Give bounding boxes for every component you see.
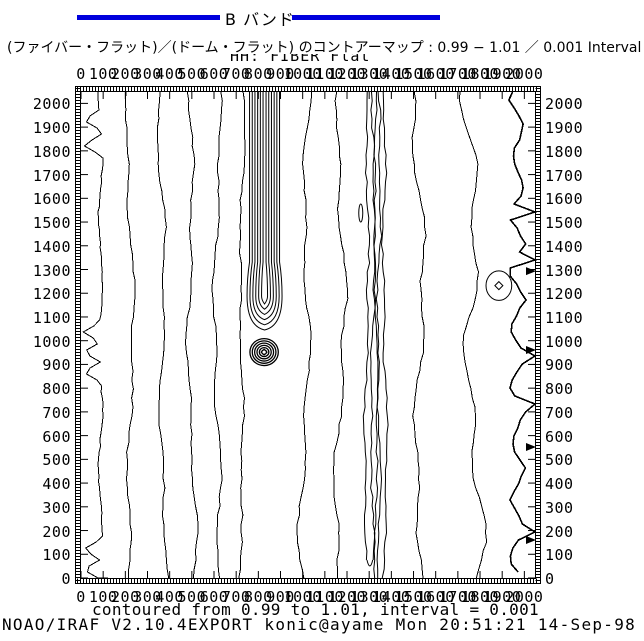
y-axis-labels-right-item: 1800 (545, 142, 584, 161)
x-axis-labels-top-item: 400 (155, 65, 184, 83)
y-axis-labels-left-item: 200 (42, 522, 71, 541)
x-axis-labels-top-item: 2000 (505, 65, 544, 83)
y-axis-labels-left-item: 1400 (32, 237, 71, 256)
y-axis-labels-right: 0 100 200 300 400 500 600 700 800 900 1000 1100 1200… (545, 0, 615, 641)
y-axis-labels-left-item: 400 (42, 475, 71, 494)
page-title: B バンド (225, 10, 295, 29)
x-axis-labels-top-item: 1500 (394, 65, 433, 83)
y-axis-labels-left-item: 100 (42, 546, 71, 565)
x-axis-labels-bottom-item: 100 (88, 588, 118, 606)
x-axis-labels-top-item: 600 (199, 65, 229, 83)
y-axis-labels-left-item: 1900 (32, 119, 71, 138)
y-axis-labels-right-item: 1900 (545, 119, 584, 138)
y-axis-labels-right-item: 0 (545, 570, 555, 588)
y-axis-labels-left-item: 300 (42, 498, 71, 517)
x-axis-labels-bottom-item: 2000 (505, 588, 544, 606)
y-axis-labels-right-item: 900 (545, 356, 574, 375)
y-axis-labels-left-item: 1800 (32, 142, 71, 161)
x-axis-labels-bottom-item: 800 (244, 588, 273, 606)
y-axis-labels-right-item: 1400 (545, 237, 584, 256)
y-axis-labels-right-item: 2000 (545, 95, 584, 114)
x-axis-labels-top-item: 1100 (305, 65, 344, 83)
y-axis-labels-right-item: 1200 (545, 285, 584, 304)
x-axis-labels-top: 0 100 200 300 400 500 600 700 800 900 1000 1100 1200… (0, 65, 644, 83)
x-axis-labels-top-item: 800 (244, 65, 273, 83)
y-axis-labels-left-item: 1000 (32, 332, 71, 351)
x-axis-labels-top-item: 100 (88, 65, 118, 83)
y-axis-labels-left: 0 100 200 300 400 500 600 700 800 900 1000 1100 1200… (0, 0, 71, 641)
x-axis-labels-bottom-item: 1300 (350, 588, 389, 606)
y-axis-labels-left-item: 900 (42, 356, 71, 375)
x-axis-labels-bottom-item: 1500 (394, 588, 433, 606)
y-axis-labels-right-item: 1700 (545, 166, 584, 185)
y-axis-labels-right-item: 400 (545, 475, 574, 494)
y-axis-labels-right-item: 1000 (545, 332, 584, 351)
x-axis-labels-bottom-item: 1200 (327, 588, 367, 606)
x-axis-labels-bottom-item: 500 (177, 588, 207, 606)
y-axis-labels-left-item: 600 (42, 427, 71, 446)
x-axis-labels-top-item: 200 (111, 65, 140, 83)
x-axis-labels-top-item: 700 (221, 65, 251, 83)
y-axis-labels-left-item: 1300 (32, 261, 71, 280)
x-axis-labels-bottom-item: 1000 (283, 588, 322, 606)
image-title-clipped: HH: FIBER Flat (230, 54, 410, 66)
x-axis-labels-bottom-item: 1900 (483, 588, 522, 606)
x-axis-labels-top-item: 1600 (416, 65, 455, 83)
x-axis-labels-top-item: 500 (177, 65, 207, 83)
x-axis-labels-bottom-item: 700 (221, 588, 251, 606)
y-axis-labels-right-item: 1600 (545, 190, 584, 209)
x-axis-labels-top-item: 0 (76, 65, 86, 83)
x-axis-labels-bottom-item: 200 (111, 588, 140, 606)
x-axis-labels-bottom-item: 1700 (438, 588, 477, 606)
x-axis-labels-bottom-item: 900 (266, 588, 295, 606)
x-axis-labels-top-item: 1400 (372, 65, 411, 83)
y-axis-labels-left-item: 1700 (32, 166, 71, 185)
x-axis-labels-top-item: 1000 (283, 65, 322, 83)
image-title-text: HH: FIBER Flat (230, 54, 371, 65)
x-axis-labels-bottom-item: 1100 (305, 588, 344, 606)
y-axis-labels-right-item: 700 (545, 403, 574, 422)
x-axis-labels-bottom-item: 1600 (416, 588, 455, 606)
x-axis-labels-top-item: 300 (133, 65, 162, 83)
x-axis-labels-bottom-item: 400 (155, 588, 184, 606)
x-axis-labels-bottom-item: 600 (199, 588, 229, 606)
y-axis-labels-left-item: 1600 (32, 190, 71, 209)
x-axis-labels-bottom-item: 300 (133, 588, 162, 606)
x-axis-labels-bottom: 0 100 200 300 400 500 600 700 800 900 1000 1100 1200… (0, 588, 644, 606)
y-axis-labels-right-item: 1300 (545, 261, 584, 280)
x-axis-labels-top-item: 1900 (483, 65, 522, 83)
y-axis-labels-left-item: 500 (42, 451, 71, 470)
y-axis-labels-left-item: 800 (42, 380, 71, 399)
y-axis-labels-left-item: 1500 (32, 214, 71, 233)
y-axis-labels-left-item: 1200 (32, 285, 71, 304)
y-axis-labels-left-item: 2000 (32, 95, 71, 114)
y-axis-labels-right-item: 1500 (545, 214, 584, 233)
x-axis-labels-top-item: 900 (266, 65, 295, 83)
x-axis-labels-top-item: 1200 (327, 65, 367, 83)
y-axis-labels-right-item: 800 (545, 380, 574, 399)
y-axis-labels-left-item: 700 (42, 403, 71, 422)
y-axis-labels-right-item: 100 (545, 546, 574, 565)
title-rule-right (292, 15, 440, 20)
x-axis-labels-bottom-item: 0 (76, 588, 86, 606)
x-axis-labels-top-item: 1700 (438, 65, 477, 83)
y-axis-labels-right-item: 600 (545, 427, 574, 446)
x-axis-labels-top-item: 1300 (350, 65, 389, 83)
subtitle: (ファイバー・フラット)／(ドーム・フラット) のコントアーマップ : 0.99… (7, 40, 642, 56)
x-axis-labels-bottom-item: 1400 (372, 588, 411, 606)
program-credit: NOAO/IRAF V2.10.4EXPORT konic@ayame Mon … (2, 615, 637, 634)
y-axis-labels-right-item: 200 (545, 522, 574, 541)
y-axis-labels-right-item: 500 (545, 451, 574, 470)
x-axis-labels-bottom-item: 1800 (460, 588, 500, 606)
title-rule-left (77, 15, 220, 20)
y-axis-labels-left-item: 1100 (32, 308, 71, 327)
y-axis-labels-left-item: 0 (61, 570, 71, 588)
contour-info: contoured from 0.99 to 1.01, interval = … (92, 600, 539, 619)
y-axis-labels-right-item: 300 (545, 498, 574, 517)
y-axis-labels-right-item: 1100 (545, 308, 584, 327)
x-axis-labels-top-item: 1800 (460, 65, 500, 83)
